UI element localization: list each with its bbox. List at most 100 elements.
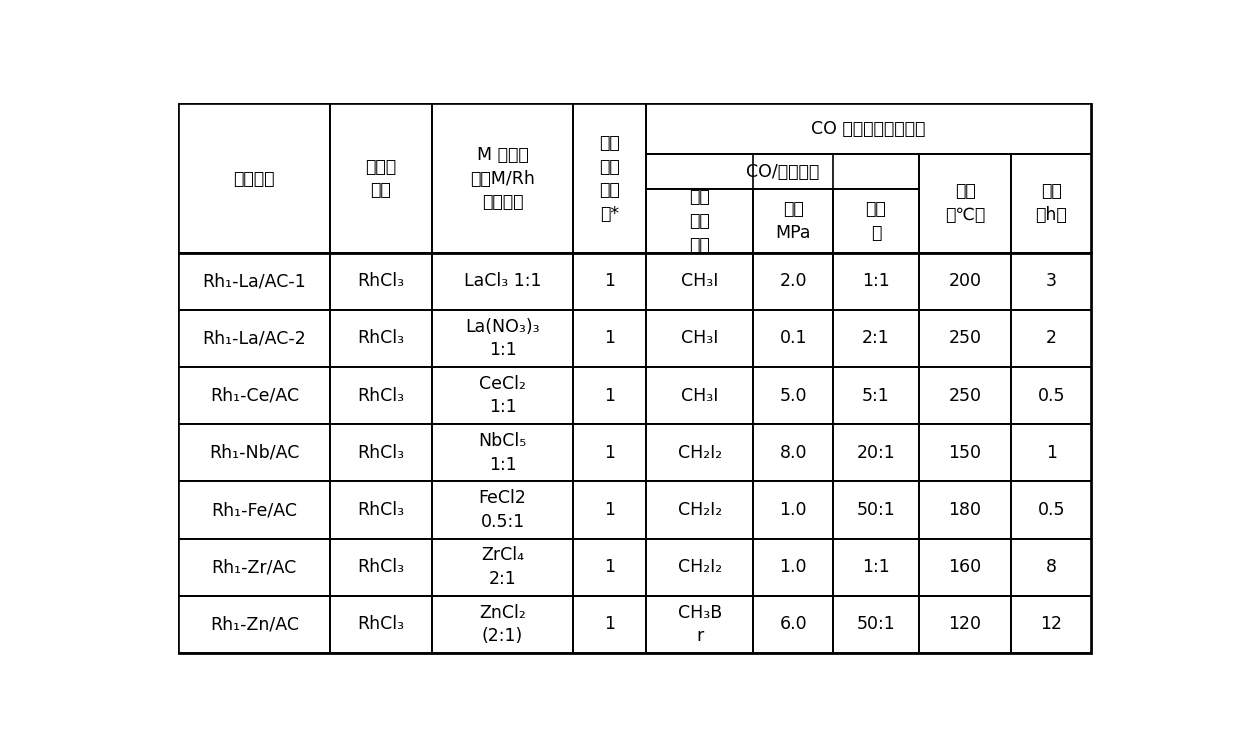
Text: 1: 1 [605, 501, 616, 519]
Text: 5.0: 5.0 [779, 386, 807, 404]
Bar [574, 424, 647, 482]
Bar [574, 104, 647, 253]
Bar [432, 310, 574, 367]
Bar [432, 104, 574, 253]
Text: CO/卤代烴烴: CO/卤代烴烴 [746, 163, 819, 181]
Bar [833, 482, 919, 538]
Text: 8.0: 8.0 [779, 444, 807, 462]
Text: La(NO₃)₃
1:1: La(NO₃)₃ 1:1 [466, 317, 540, 359]
Text: RhCl₃: RhCl₃ [357, 558, 404, 576]
Bar [919, 367, 1011, 424]
Text: 0.1: 0.1 [779, 329, 807, 347]
Bar [753, 596, 833, 653]
Bar [1011, 538, 1092, 596]
Text: 1:1: 1:1 [862, 558, 890, 576]
Bar [919, 424, 1011, 482]
Text: Rh₁-La/AC-2: Rh₁-La/AC-2 [202, 329, 306, 347]
Bar [432, 538, 574, 596]
Bar [833, 253, 919, 310]
Text: RhCl₃: RhCl₃ [357, 272, 404, 290]
Text: CH₃I: CH₃I [681, 329, 719, 347]
Text: CH₃I: CH₃I [681, 272, 719, 290]
Text: 12: 12 [1041, 616, 1062, 634]
Bar [330, 482, 432, 538]
Text: 1.0: 1.0 [779, 558, 807, 576]
Bar [1011, 367, 1092, 424]
Bar [647, 482, 753, 538]
Bar [178, 538, 330, 596]
Bar [833, 596, 919, 653]
Text: 180: 180 [949, 501, 981, 519]
Text: 1: 1 [1046, 444, 1057, 462]
Bar [178, 367, 330, 424]
Text: 0.5: 0.5 [1037, 501, 1066, 519]
Text: CH₃I: CH₃I [681, 386, 719, 404]
Bar [647, 104, 1092, 154]
Text: 20:1: 20:1 [856, 444, 896, 462]
Text: FeCl2
0.5:1: FeCl2 0.5:1 [478, 489, 527, 531]
Text: 压力
MPa: 压力 MPa [776, 200, 812, 242]
Bar [833, 190, 919, 253]
Bar [330, 538, 432, 596]
Text: CO 和卤代烴烴后处理: CO 和卤代烴烴后处理 [812, 120, 926, 138]
Bar [330, 424, 432, 482]
Bar [833, 310, 919, 367]
Text: 50:1: 50:1 [856, 501, 896, 519]
Text: 温度
（℃）: 温度 （℃） [945, 182, 985, 224]
Bar [574, 367, 647, 424]
Bar [753, 253, 833, 310]
Bar [178, 424, 330, 482]
Bar [647, 538, 753, 596]
Bar [178, 596, 330, 653]
Text: 1: 1 [605, 616, 616, 634]
Text: 1: 1 [605, 386, 616, 404]
Text: Rh₁-Zn/AC: Rh₁-Zn/AC [209, 616, 299, 634]
Text: CH₂I₂: CH₂I₂ [678, 558, 722, 576]
Text: 2:1: 2:1 [862, 329, 890, 347]
Bar [574, 596, 647, 653]
Bar [833, 538, 919, 596]
Text: 钓的
质量
负载
量*: 钓的 质量 负载 量* [600, 134, 620, 223]
Text: Rh₁-La/AC-1: Rh₁-La/AC-1 [202, 272, 306, 290]
Text: LaCl₃ 1:1: LaCl₃ 1:1 [463, 272, 541, 290]
Text: 2: 2 [1046, 329, 1057, 347]
Text: 卤代
烴烴
种类: 卤代 烴烴 种类 [689, 188, 710, 254]
Bar [574, 253, 647, 310]
Text: 1: 1 [605, 329, 616, 347]
Bar [432, 253, 574, 310]
Bar [919, 482, 1011, 538]
Text: RhCl₃: RhCl₃ [357, 616, 404, 634]
Bar [1011, 424, 1092, 482]
Bar [1011, 596, 1092, 653]
Text: 50:1: 50:1 [856, 616, 896, 634]
Bar [833, 367, 919, 424]
Text: 6.0: 6.0 [779, 616, 807, 634]
Text: RhCl₃: RhCl₃ [357, 501, 404, 519]
Bar [647, 253, 753, 310]
Text: 1: 1 [605, 558, 616, 576]
Bar [330, 253, 432, 310]
Bar [919, 154, 1011, 253]
Text: M 源的种
类和M/Rh
的摩尔比: M 源的种 类和M/Rh 的摩尔比 [470, 146, 535, 211]
Text: CH₃B
r: CH₃B r [678, 604, 722, 645]
Bar [1011, 482, 1092, 538]
Text: NbCl₅
1:1: NbCl₅ 1:1 [478, 432, 527, 473]
Bar [919, 596, 1011, 653]
Text: 0.5: 0.5 [1037, 386, 1066, 404]
Bar [330, 310, 432, 367]
Text: ZnCl₂
(2:1): ZnCl₂ (2:1) [479, 604, 527, 645]
Bar [574, 482, 647, 538]
Text: 150: 150 [949, 444, 981, 462]
Bar [753, 538, 833, 596]
Bar [753, 482, 833, 538]
Text: CeCl₂
1:1: CeCl₂ 1:1 [479, 375, 527, 416]
Text: 200: 200 [949, 272, 981, 290]
Text: 250: 250 [949, 386, 981, 404]
Bar [753, 310, 833, 367]
Bar [753, 424, 833, 482]
Text: 1:1: 1:1 [862, 272, 890, 290]
Bar [753, 190, 833, 253]
Bar [647, 424, 753, 482]
Bar [1011, 154, 1092, 253]
Text: 5:1: 5:1 [862, 386, 890, 404]
